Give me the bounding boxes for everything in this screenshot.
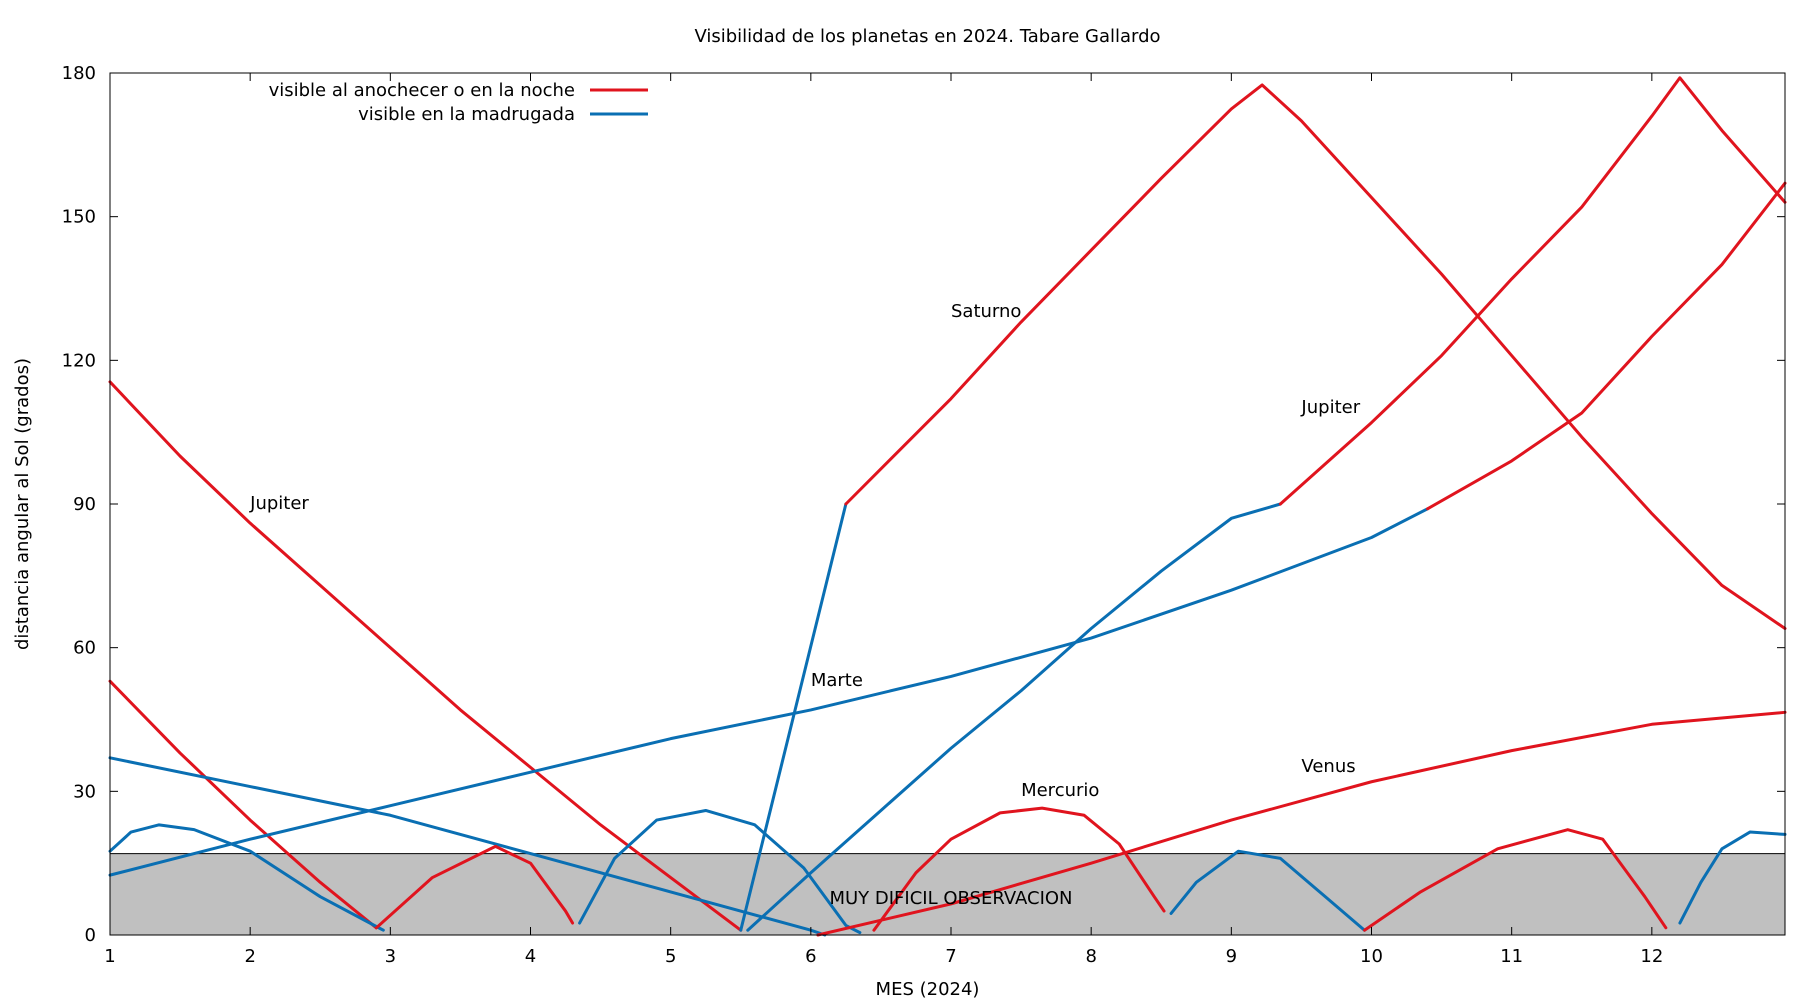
series-line [108,507,1430,877]
y-tick-label: 60 [73,638,96,659]
x-tick-label: 10 [1360,946,1383,967]
series-line [844,83,1787,631]
series-line [578,808,862,935]
y-tick-label: 150 [62,207,96,228]
series-line [746,502,1282,932]
x-tick-label: 6 [805,946,816,967]
shaded-region-label: MUY DIFICIL OBSERVACION [829,888,1072,909]
y-axis-label: distancia angular al Sol (grados) [12,358,33,650]
x-tick-label: 3 [385,946,396,967]
series-line [108,823,385,932]
x-tick-label: 4 [525,946,536,967]
x-tick-label: 12 [1640,946,1663,967]
legend-label: visible en la madrugada [358,104,575,125]
annotations-layer: Jupiter Saturno Jupiter Marte Mercurio Venus [249,301,1361,801]
annotation-label: Saturno [951,301,1021,322]
annotation-label: Mercurio [1021,780,1099,801]
y-tick-label: 120 [62,350,96,371]
legend-label: visible al anochecer o en la noche [269,80,575,101]
series-line [816,710,1787,937]
y-tick-label: 90 [73,494,96,515]
x-tick-label: 5 [665,946,676,967]
x-tick-label: 2 [244,946,255,967]
annotation-label: Marte [811,670,863,691]
series-line [1362,828,1668,932]
series-line [872,806,1166,932]
annotation-label: Jupiter [1300,397,1360,418]
series-line [1678,830,1787,925]
plot-frame [109,72,1786,936]
series-layer [108,76,1787,937]
series-line [108,679,378,930]
x-tick-label: 8 [1085,946,1096,967]
x-tick-label: 11 [1500,946,1523,967]
x-axis-label: MES (2024) [876,979,980,1000]
y-tick-label: 0 [85,925,96,946]
x-tick-label: 7 [945,946,956,967]
legend: visible al anochecer o en la noche visibl… [269,80,648,125]
series-line [1278,76,1787,506]
chart-title: Visibilidad de los planetas en 2024. Tab… [694,26,1160,47]
series-line [739,502,848,932]
x-tick-label: 9 [1226,946,1237,967]
series-line [374,844,575,930]
x-tick-label: 1 [104,946,115,967]
series-line [1426,181,1787,511]
annotation-label: Jupiter [249,493,309,514]
series-line [108,380,743,932]
plot-shaded-region [110,853,1785,935]
series-line [1169,849,1366,932]
y-tick-label: 180 [62,63,96,84]
annotation-label: Venus [1301,756,1355,777]
y-tick-label: 30 [73,781,96,802]
